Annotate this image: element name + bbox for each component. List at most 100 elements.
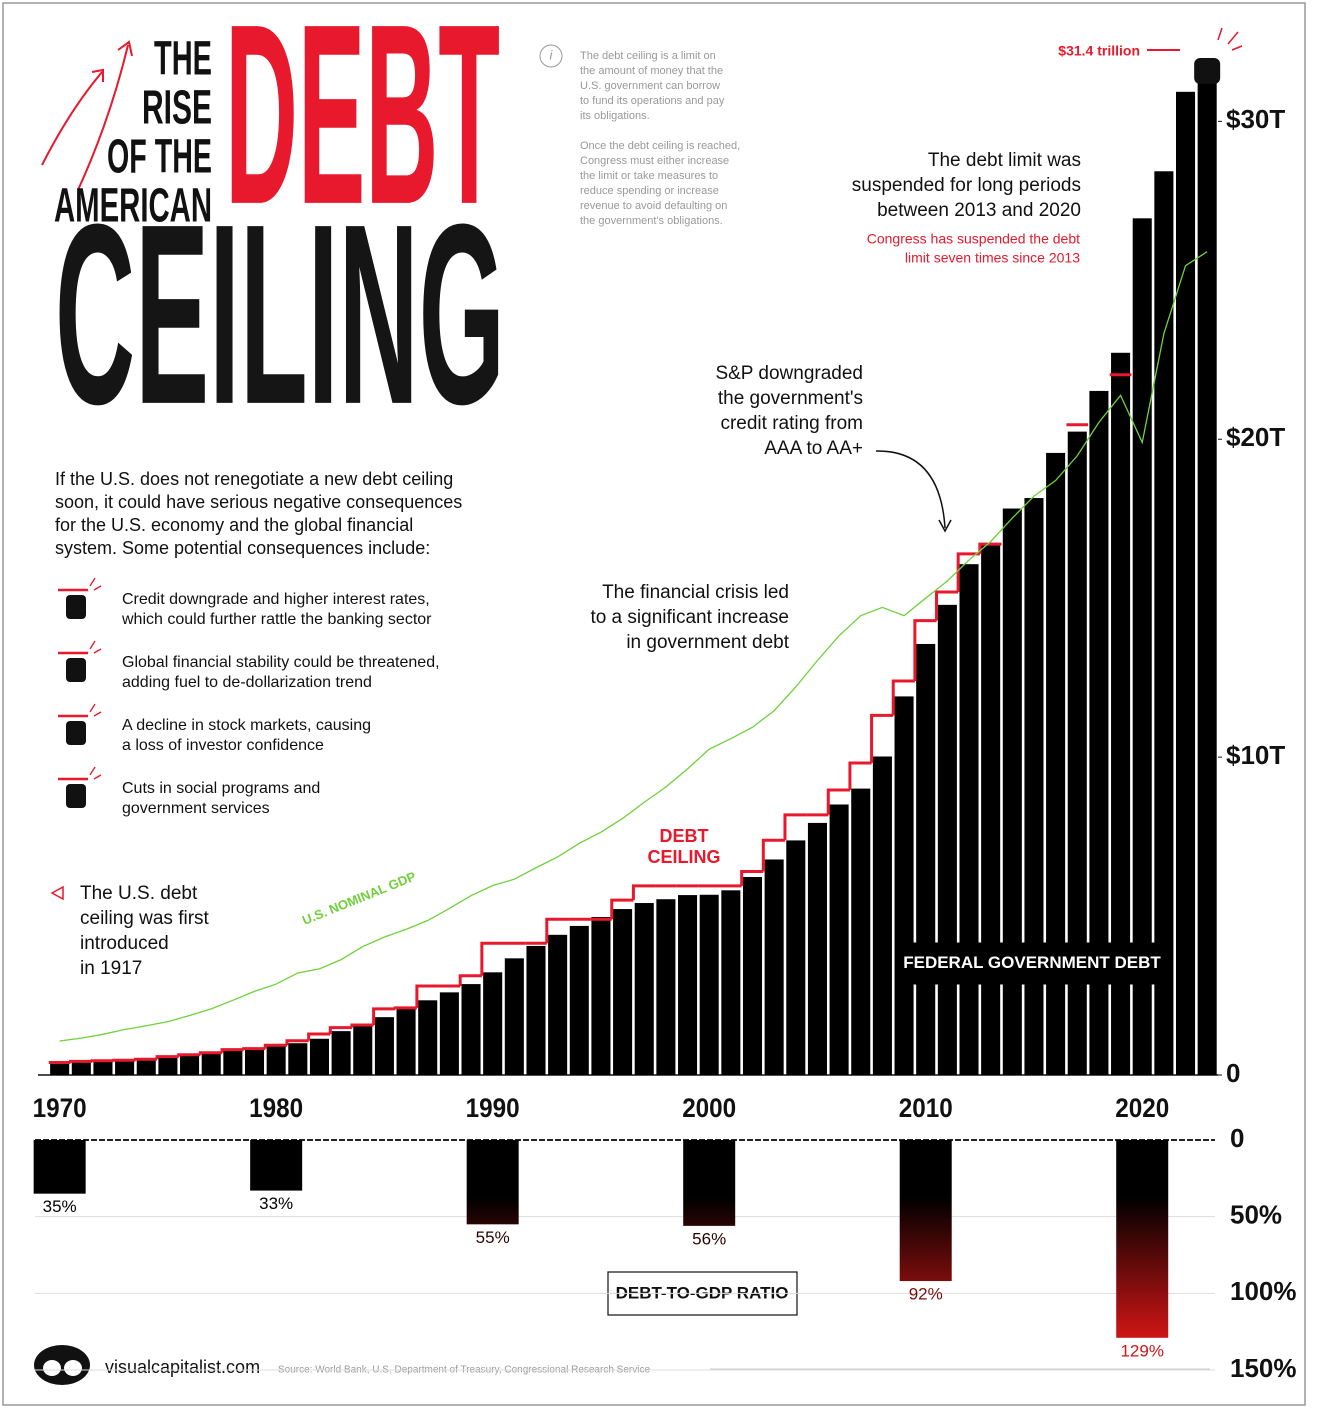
- bar: [115, 1060, 135, 1075]
- bar: [1046, 452, 1066, 1075]
- annotation-line: suspended for long periods: [852, 175, 1081, 196]
- icon-spark: [89, 766, 102, 780]
- icon-fist: [66, 658, 86, 682]
- ratio-value-label: 35%: [43, 1197, 77, 1216]
- ratio-tick-label: 0: [1230, 1123, 1244, 1153]
- ceiling-step: [220, 1048, 244, 1053]
- ceiling-step: [90, 1059, 114, 1063]
- ratio-value-label: 92%: [909, 1285, 943, 1304]
- info-line: The debt ceiling is a limit on: [580, 50, 716, 62]
- ceiling-step: [307, 1032, 331, 1041]
- ceiling-step: [155, 1055, 179, 1060]
- icon-fist: [66, 721, 86, 745]
- icon-fist: [66, 595, 86, 619]
- y-tick-label: $20T: [1226, 422, 1285, 452]
- bar: [634, 903, 654, 1075]
- ceiling-step: [891, 679, 915, 716]
- bar: [981, 542, 1001, 1075]
- bar: [331, 1031, 351, 1075]
- bar: [266, 1046, 286, 1075]
- ratio-tick-label: 50%: [1230, 1200, 1282, 1230]
- ceiling-step: [935, 590, 959, 621]
- bar: [461, 984, 481, 1075]
- ratio-value-label: 33%: [259, 1194, 293, 1213]
- ratio-tick-label: 150%: [1230, 1353, 1297, 1383]
- bar: [526, 945, 546, 1075]
- bar: [71, 1062, 91, 1075]
- bar: [50, 1063, 70, 1075]
- info-line: reduce spending or increase: [580, 185, 719, 197]
- bar: [223, 1050, 243, 1075]
- ceiling-step: [393, 1006, 417, 1010]
- y-tick-label: 0: [1226, 1058, 1240, 1088]
- info-line: the government's obligations.: [580, 215, 723, 227]
- bar: [569, 925, 589, 1075]
- ceiling-step: [913, 619, 937, 682]
- ratio-bar: [899, 1140, 952, 1282]
- bar: [1154, 171, 1174, 1075]
- bar: [937, 604, 957, 1075]
- ceiling-step: [610, 898, 634, 920]
- ceiling-step: [631, 884, 656, 901]
- ceiling-series-label: DEBT CEILING: [647, 826, 721, 867]
- ceiling-step: [870, 713, 894, 764]
- bar: [764, 859, 784, 1075]
- bar: [1024, 498, 1044, 1075]
- x-tick-label: 2000: [682, 1093, 736, 1123]
- bar: [309, 1038, 329, 1075]
- x-tick-label: 1970: [33, 1093, 87, 1123]
- consequence-line: Global financial stability could be thre…: [122, 654, 440, 671]
- first-marker: [50, 885, 64, 901]
- annotation-line: The financial crisis led: [602, 582, 789, 603]
- consequence-icons: [58, 577, 102, 808]
- ceiling-step: [198, 1051, 223, 1055]
- ceiling-step: [740, 870, 764, 886]
- annotation-line: introduced: [80, 933, 169, 954]
- icon-fist: [66, 784, 86, 808]
- bar: [1089, 390, 1109, 1076]
- bar: [136, 1059, 156, 1075]
- x-tick-label: 1980: [249, 1093, 303, 1123]
- annotation-line: credit rating from: [720, 413, 863, 434]
- annotation-line: in government debt: [626, 632, 789, 653]
- annotation-line: ceiling was first: [80, 908, 210, 929]
- ratio-value-label: 55%: [476, 1228, 510, 1247]
- gdp-line: [59, 251, 1208, 1042]
- bar: [894, 696, 914, 1075]
- fist: [1194, 58, 1221, 84]
- ceiling-step: [350, 1023, 374, 1028]
- annotation-line: limit seven times since 2013: [905, 250, 1080, 266]
- bar: [180, 1054, 200, 1075]
- bar: [1002, 508, 1022, 1075]
- ratio-bar: [466, 1140, 519, 1225]
- bar: [591, 917, 611, 1075]
- bar: [721, 890, 741, 1075]
- title-line: OF THE: [107, 131, 212, 184]
- annotation-line: in 1917: [80, 958, 142, 979]
- consequence-line: a loss of investor confidence: [122, 737, 324, 754]
- bar: [613, 909, 633, 1075]
- info-line: U.S. government can borrow: [580, 80, 720, 92]
- x-tick-label: 2010: [899, 1093, 953, 1123]
- ratio-bar: [1116, 1140, 1169, 1338]
- ceiling-step: [545, 917, 569, 944]
- bar: [483, 972, 503, 1075]
- bar: [656, 899, 676, 1075]
- sparks: [1217, 27, 1243, 51]
- ratio-value-label: 129%: [1120, 1341, 1163, 1360]
- ratio-bar: [33, 1140, 86, 1194]
- bar: [1197, 83, 1217, 1075]
- ceiling-step: [177, 1053, 201, 1057]
- info-line: the amount of money that the: [580, 65, 723, 77]
- annotation-line: to a significant increase: [590, 607, 789, 628]
- title-line: RISE: [142, 82, 212, 135]
- bar: [1111, 352, 1131, 1075]
- ceiling-step: [761, 838, 785, 872]
- x-tick-label: 2020: [1115, 1093, 1169, 1123]
- ceiling-step: [826, 788, 850, 815]
- ceiling-step: [415, 984, 439, 1008]
- consequence-line: government services: [122, 800, 270, 817]
- bar: [201, 1052, 221, 1075]
